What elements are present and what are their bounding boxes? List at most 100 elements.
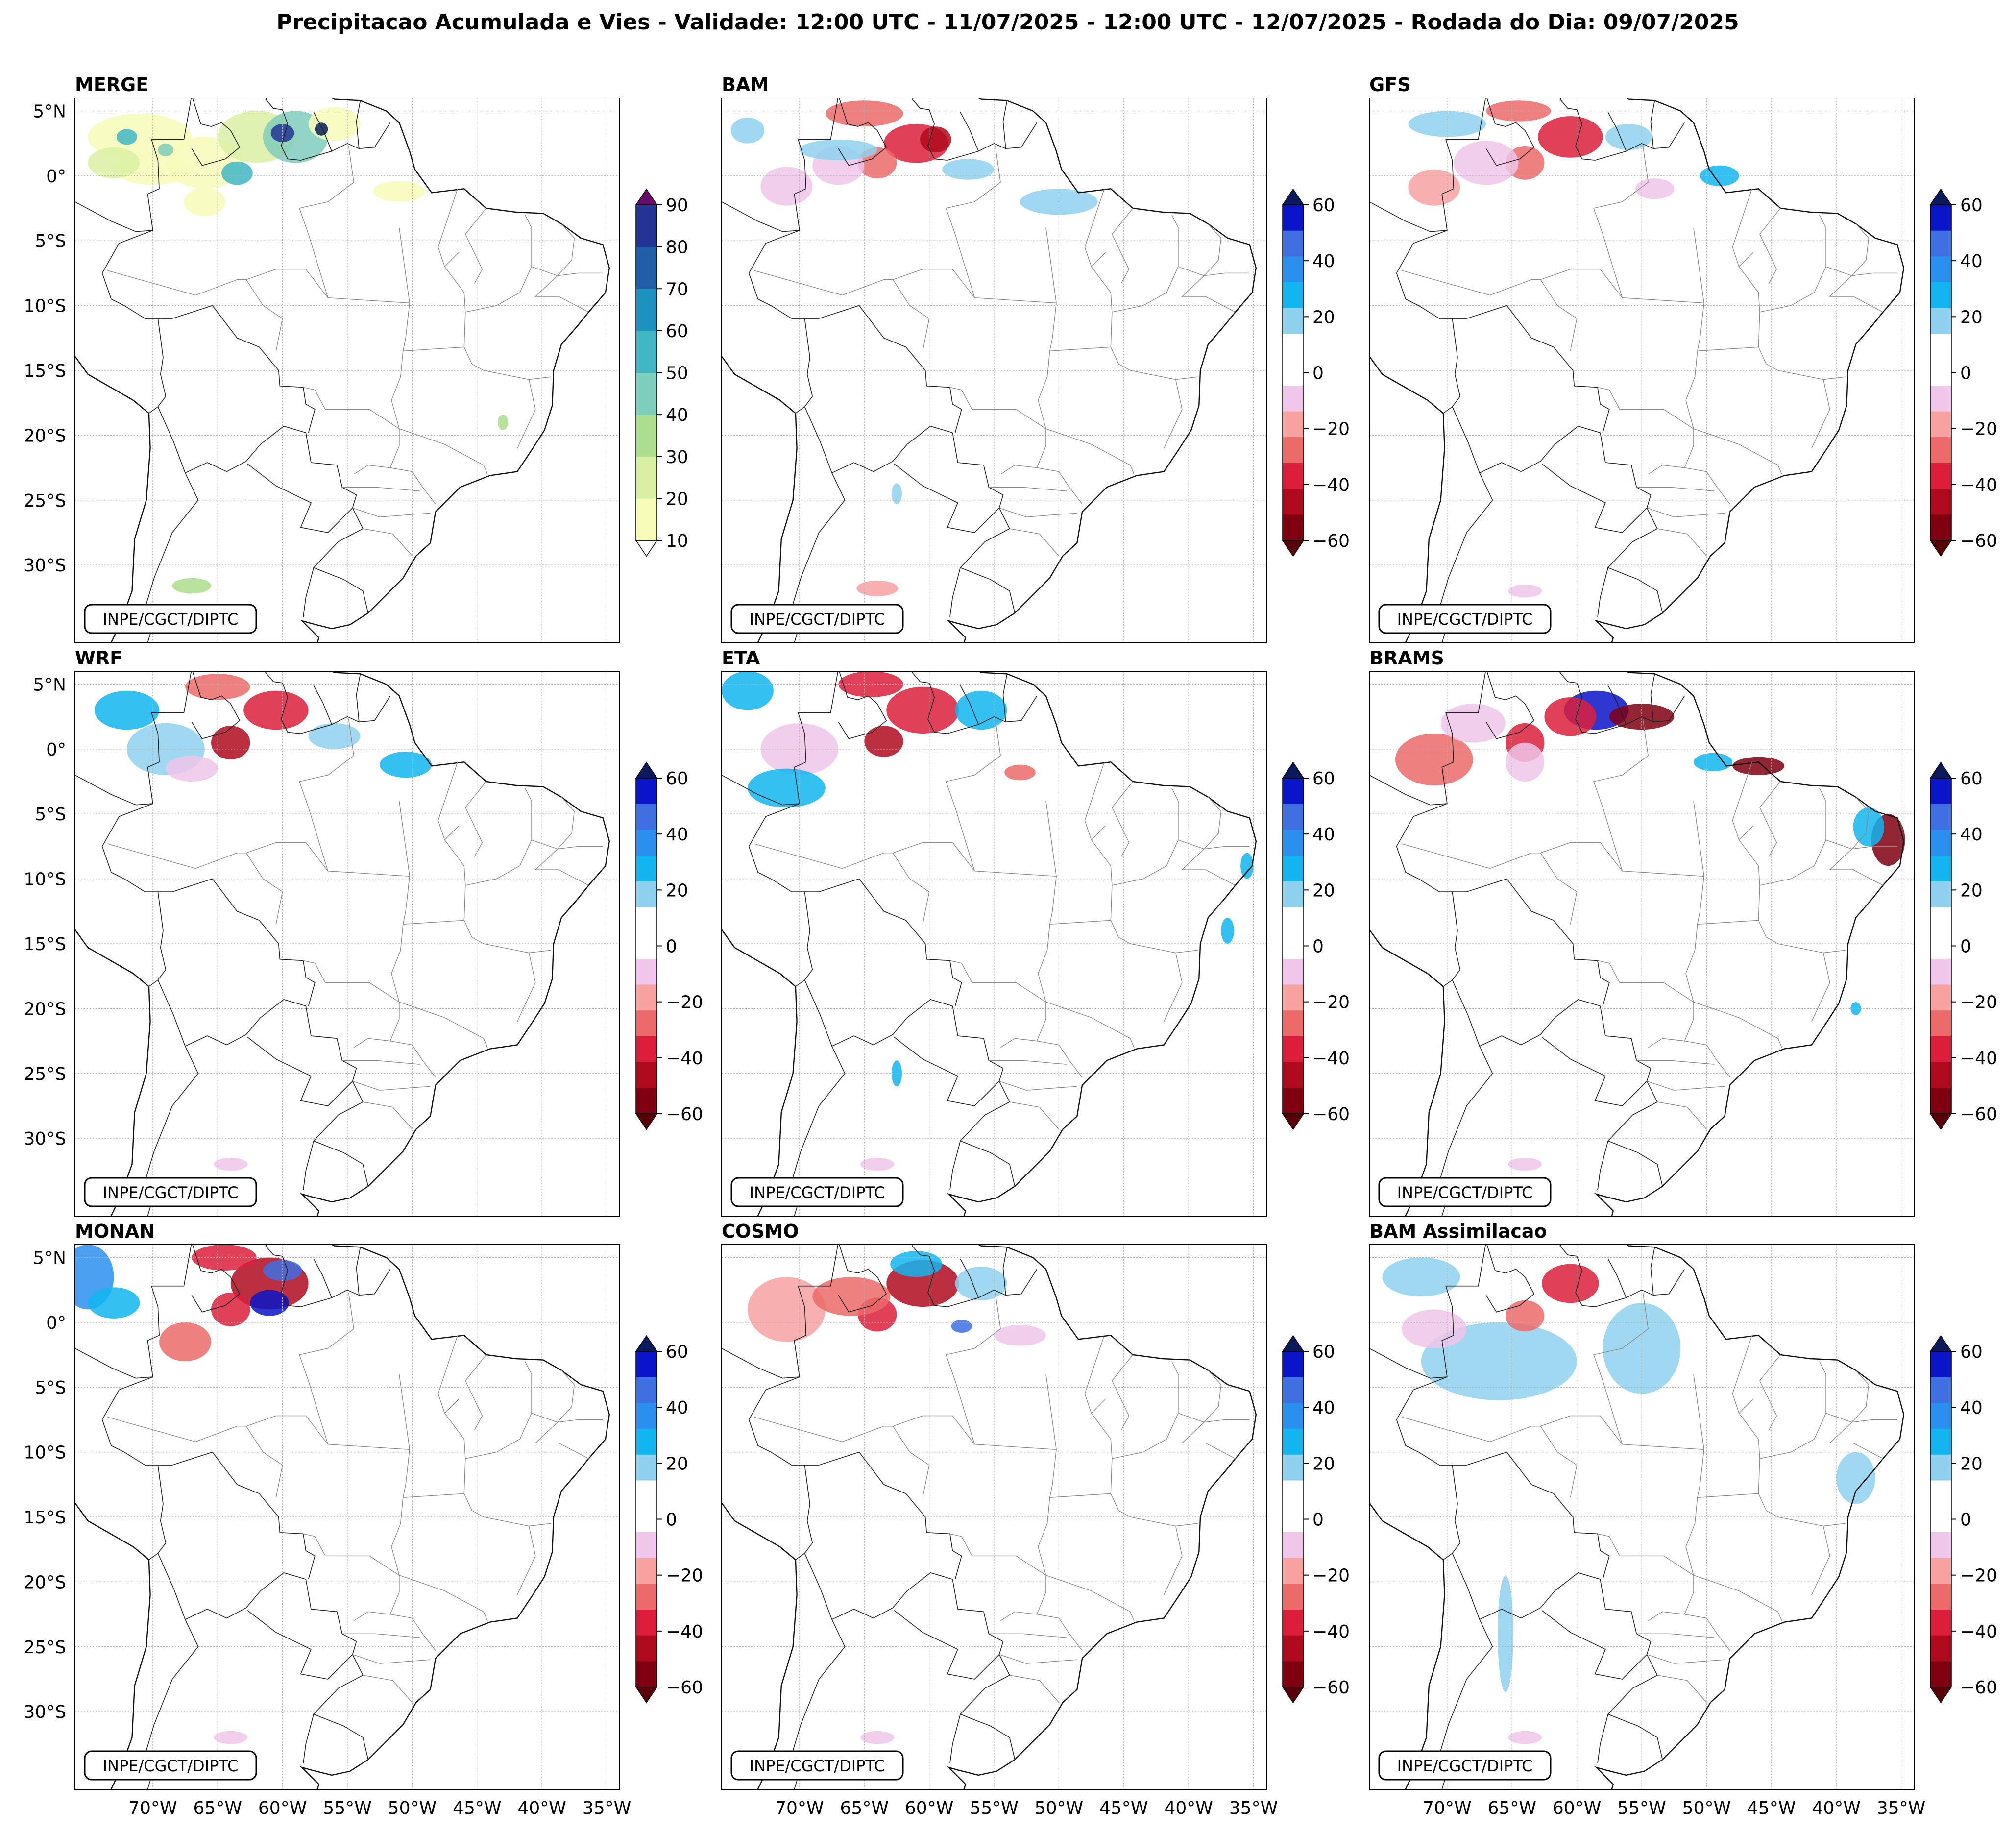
country-border	[265, 671, 391, 734]
colorbar-segment	[636, 933, 657, 959]
state-border	[444, 252, 460, 267]
state-border	[1038, 189, 1113, 429]
country-border	[838, 1245, 887, 1313]
colorbar-tick-label: 20	[1312, 307, 1335, 327]
precip-patch	[270, 123, 294, 143]
colorbar-segment	[1930, 1584, 1951, 1610]
state-border	[946, 146, 1001, 298]
state-border	[1164, 379, 1183, 449]
bias-patch	[891, 1060, 902, 1087]
credit-label: INPE/CGCT/DIPTC	[103, 1183, 239, 1202]
panel-cosmo: COSMO INPE/CGCT/DIPTC 70°W 65°W 60°W 55°W 50°W…	[721, 1221, 1350, 1818]
bias-patch	[994, 1325, 1046, 1346]
bias-patch	[192, 1245, 257, 1271]
panel-title: MONAN	[75, 1221, 155, 1242]
state-border	[1811, 379, 1830, 449]
map-frame	[1369, 1244, 1915, 1790]
state-border	[1091, 252, 1106, 267]
map-frame	[74, 98, 620, 643]
state-border	[1684, 1614, 1730, 1651]
state-border	[534, 275, 589, 313]
state-border	[195, 852, 246, 869]
credit-frame	[1378, 604, 1552, 634]
lon-label: 35°W	[583, 1798, 631, 1818]
lat-label: 5°N	[33, 101, 66, 122]
state-border	[1758, 347, 1846, 380]
state-border	[1164, 1526, 1183, 1595]
coastline	[75, 98, 610, 643]
bias-patch	[1836, 1452, 1875, 1504]
colorbar-extend-max	[1282, 1335, 1305, 1352]
country-border	[804, 979, 953, 1047]
colorbar-tick-label: 40	[1960, 251, 1983, 271]
colorbar-segment	[1930, 830, 1951, 856]
country-border	[949, 567, 961, 617]
colorbar-extend-min	[635, 1113, 658, 1130]
colorbar-segment	[1283, 256, 1304, 283]
bias-patch	[1486, 100, 1551, 122]
state-border	[195, 279, 246, 296]
bias-patch	[1440, 704, 1506, 743]
credit-label: INPE/CGCT/DIPTC	[103, 1757, 239, 1775]
coastline	[722, 671, 1257, 1216]
state-border	[517, 953, 536, 1022]
state-border	[892, 853, 930, 925]
state-border	[463, 347, 551, 380]
state-border	[1489, 852, 1541, 869]
colorbar-segment	[636, 1010, 657, 1037]
colorbar-tick-label: −60	[1312, 1104, 1350, 1125]
lat-label: 5°S	[35, 805, 66, 825]
state-border	[1693, 428, 1782, 475]
colorbar-segment	[1283, 411, 1304, 438]
colorbar-segment	[636, 778, 657, 805]
colorbar-tick-label: −60	[1312, 1678, 1350, 1698]
panel-grid: MERGE INPE/CGCT/DIPTC 5°N 0° 5°S 10°S 15°S 20°S…	[24, 74, 1997, 1818]
colorbar-tick-label: 60	[1960, 1342, 1983, 1362]
state-border	[1038, 762, 1113, 1003]
colorbar-tick-label: 0	[1312, 937, 1324, 957]
country-border	[265, 1245, 391, 1307]
bias-patch	[380, 752, 432, 778]
credit-label: INPE/CGCT/DIPTC	[103, 610, 239, 629]
colorbar-segment	[1283, 489, 1304, 515]
colorbar-tick-label: 20	[666, 1454, 688, 1474]
state-border	[1693, 1575, 1782, 1621]
colorbar-segment	[636, 907, 657, 933]
country-border	[1452, 305, 1610, 433]
map-content	[722, 671, 1266, 1216]
country-border	[1369, 98, 1486, 232]
credit-label: INPE/CGCT/DIPTC	[1397, 610, 1533, 629]
bias-patch	[955, 1267, 1007, 1300]
bias-patch	[214, 1731, 248, 1744]
state-border	[465, 214, 532, 313]
state-border	[1178, 1413, 1250, 1423]
state-border	[1110, 920, 1198, 954]
country-border	[75, 1245, 192, 1379]
country-border	[1607, 685, 1627, 725]
colorbar: 60 40 20 0 −20 −40 −60	[1929, 1335, 1997, 1704]
state-border	[1037, 1040, 1083, 1078]
state-border	[1685, 189, 1760, 429]
lon-label: 70°W	[1423, 1798, 1471, 1818]
colorbar-segment	[1930, 230, 1951, 257]
precip-patch	[308, 107, 361, 141]
state-border	[1657, 528, 1707, 557]
credit-label: INPE/CGCT/DIPTC	[1397, 1757, 1533, 1775]
country-border	[804, 305, 962, 433]
colorbar-segment	[636, 1661, 657, 1687]
colorbar-segment	[636, 456, 657, 499]
panel-eta: ETA INPE/CGCT/DIPTC 60 40 20 0 −20 −40 −60	[721, 647, 1350, 1217]
state-border	[1657, 1101, 1707, 1130]
lon-label: 60°W	[258, 1798, 307, 1818]
lon-label: 35°W	[1229, 1798, 1278, 1818]
state-border	[1758, 920, 1846, 954]
state-border	[1647, 1080, 1725, 1091]
lon-label: 65°W	[840, 1798, 889, 1818]
state-border	[245, 853, 283, 925]
panel-title: BRAMS	[1369, 647, 1444, 669]
country-border	[1650, 674, 1655, 722]
map-content	[75, 98, 620, 643]
bias-patch	[1408, 169, 1460, 206]
colorbar-tick-label: 40	[1312, 251, 1335, 271]
